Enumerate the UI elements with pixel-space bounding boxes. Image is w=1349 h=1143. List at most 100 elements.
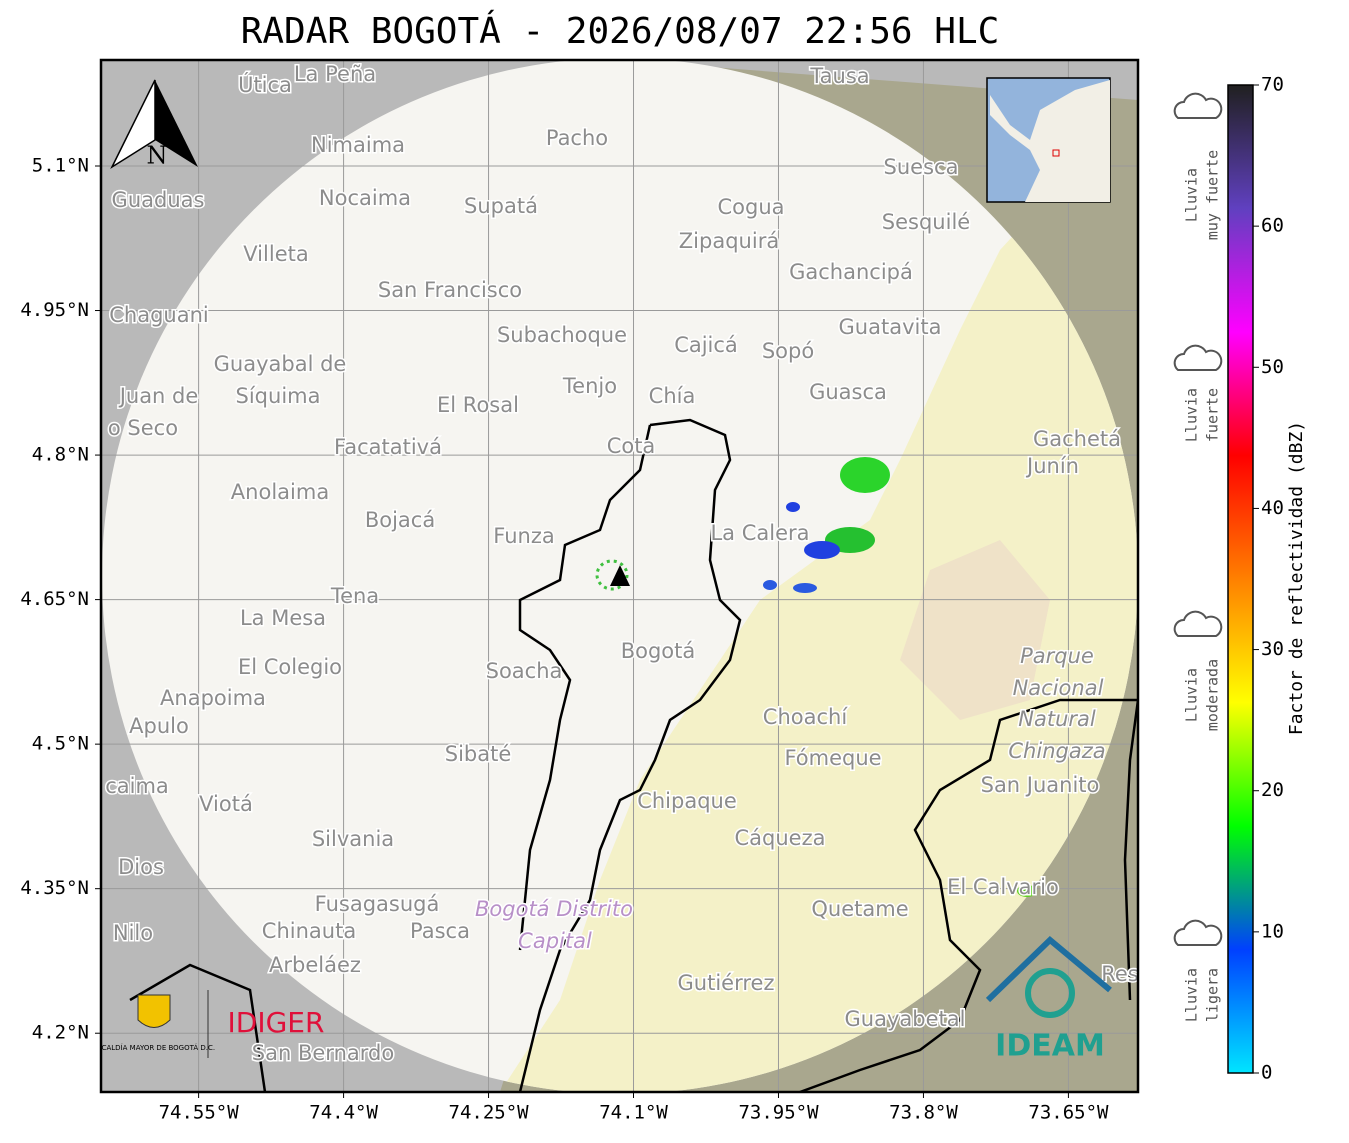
place-label: Nimaima [311, 133, 405, 157]
place-label: Soacha [486, 659, 563, 683]
rain-legend-label: Lluvia [1183, 168, 1201, 222]
place-label: La Mesa [240, 606, 326, 630]
place-label: El Colegio [238, 655, 342, 679]
place-label: Fusagasugá [315, 892, 440, 916]
logo-alcaldia: ALCALDÍA MAYOR DE BOGOTÁ D.C. IDIGER [93, 990, 324, 1058]
x-tick-label: 73.65°W [1028, 1102, 1109, 1124]
map-frame [99, 58, 1140, 1094]
compass-label: N [147, 142, 168, 170]
place-label: Funza [493, 524, 554, 548]
place-label: Juan de [118, 384, 199, 408]
place-label: Natural [1018, 707, 1096, 731]
colorbar-tick-label: 0 [1261, 1062, 1272, 1084]
rain-legend-label: ligera [1204, 968, 1222, 1022]
place-label: Villeta [243, 242, 308, 266]
colorbar-tick-label: 20 [1261, 779, 1284, 801]
y-tick-label: 4.35°N [20, 877, 89, 899]
colorbar-tick-label: 70 [1261, 74, 1284, 96]
place-label: Anapoima [160, 686, 266, 710]
place-label: Guayabetal [845, 1007, 966, 1031]
place-label: Gachetá [1033, 427, 1121, 451]
place-label: Junín [1025, 454, 1079, 478]
place-label: Sibaté [445, 742, 512, 766]
title: RADAR BOGOTÁ - 2026/08/07 22:56 HLC [241, 10, 1000, 52]
cloud-icon [1173, 610, 1223, 637]
echo [786, 502, 800, 512]
park [900, 540, 1050, 720]
place-label: San Bernardo [252, 1041, 394, 1065]
place-label: Tenjo [562, 374, 617, 398]
place-label: Guatavita [839, 315, 942, 339]
echo [763, 580, 777, 590]
x-tick-label: 74.1°W [599, 1102, 668, 1124]
y-tick-label: 5.1°N [32, 154, 89, 176]
place-label: Cáqueza [735, 826, 826, 850]
place-label: Pasca [410, 919, 470, 943]
place-label: Sopó [762, 339, 814, 363]
echo [804, 541, 840, 559]
place-label: Sesquilé [882, 210, 970, 234]
x-tick-label: 73.8°W [889, 1102, 958, 1124]
place-label: Arbeláez [269, 953, 361, 977]
place-label: Viotá [199, 792, 253, 816]
place-label: La Calera [710, 521, 809, 545]
logo-ideam: IDEAM [985, 935, 1112, 1064]
place-label: Nilo [113, 921, 153, 945]
place-label: Pacho [546, 126, 608, 150]
place-label: Bogotá Distrito [475, 897, 633, 921]
colorbar-tick-label: 60 [1261, 215, 1284, 237]
place-label: Choachí [763, 705, 849, 729]
echo [793, 583, 817, 593]
place-label: o Seco [108, 416, 178, 440]
x-tick-label: 74.25°W [449, 1102, 530, 1124]
x-tick-label: 74.4°W [309, 1102, 378, 1124]
inset-map [986, 77, 1111, 203]
place-label: Res [1101, 962, 1139, 986]
place-label: Quetame [811, 897, 908, 921]
place-label: El Rosal [437, 393, 519, 417]
place-label: Cota [607, 434, 656, 458]
place-label: San Juanito [981, 773, 1100, 797]
colorbar-label: Factor de reflectividad (dBZ) [1286, 421, 1307, 735]
place-label: Chaguani [109, 303, 209, 327]
place-label: Útica [238, 72, 292, 97]
place-label: Cogua [717, 195, 784, 219]
place-label: Chinauta [262, 919, 356, 943]
cloud-icon [1173, 344, 1223, 371]
place-label: Silvania [312, 827, 394, 851]
place-label: Supatá [464, 194, 538, 218]
radar-site [610, 565, 630, 586]
x-tick-label: 74.55°W [159, 1102, 240, 1124]
place-label: Fómeque [784, 746, 881, 770]
place-label: Gachancipá [789, 260, 913, 284]
radar-echoes [595, 457, 1037, 897]
place-label: Guayabal de [214, 352, 347, 376]
bogota-boundary [518, 418, 742, 1092]
cloud-icon [1173, 92, 1223, 119]
logo-text: IDEAM [995, 1029, 1105, 1064]
place-label: Chingaza [1008, 739, 1105, 763]
x-tick-label: 73.95°W [738, 1102, 819, 1124]
place-label: Apulo [129, 714, 189, 738]
place-label: Bogotá [621, 639, 696, 663]
place-label: Facatativá [334, 435, 442, 459]
place-label: caima [105, 774, 169, 798]
department-boundary [129, 698, 1138, 1092]
y-tick-label: 4.95°N [20, 299, 89, 321]
place-label: Tena [330, 584, 379, 608]
place-label: Chipaque [637, 789, 737, 813]
echo [595, 559, 629, 591]
place-label: Bojacá [365, 508, 435, 532]
colorbar-tick-label: 10 [1261, 920, 1284, 942]
place-label: Subachoque [497, 323, 627, 347]
echo [1017, 885, 1037, 897]
logo-text: ALCALDÍA MAYOR DE BOGOTÁ D.C. [93, 1043, 215, 1052]
rain-legend-item: Lluvia fuerte [1173, 344, 1223, 442]
colorbar-tick-label: 30 [1261, 638, 1284, 660]
place-label: Zipaquirá [679, 229, 779, 253]
north-arrow: N [110, 79, 198, 170]
rain-legend-label: Lluvia [1183, 388, 1201, 442]
rain-legend-label: muy fuerte [1204, 150, 1222, 240]
echo [840, 457, 890, 493]
